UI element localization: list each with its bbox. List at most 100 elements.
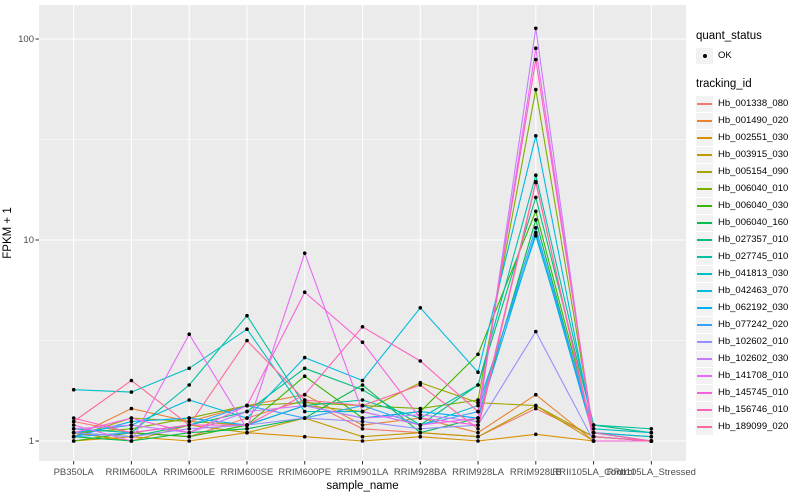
point-icon	[129, 439, 134, 443]
point-icon	[187, 439, 191, 443]
point-icon	[649, 430, 654, 435]
x-tick-label: RRIM600SE	[221, 467, 274, 478]
point-icon	[129, 406, 134, 411]
legend-item-Hb_156746_010: Hb_156746_010	[696, 401, 800, 418]
legend-item-Hb_001338_080: Hb_001338_080	[696, 95, 800, 112]
point-icon	[418, 406, 423, 411]
point-icon	[187, 383, 191, 387]
point-icon	[187, 366, 191, 371]
legend-item-label: Hb_062192_030	[718, 302, 789, 313]
point-icon	[245, 427, 249, 431]
point-icon	[476, 430, 480, 435]
legend-line-swatch	[697, 357, 712, 360]
point-icon	[187, 423, 191, 427]
point-icon	[71, 434, 76, 439]
point-icon	[302, 434, 307, 439]
legend-item-label: Hb_041813_030	[718, 268, 789, 279]
point-icon	[187, 416, 191, 420]
legend-key-box	[696, 180, 713, 197]
legend-key-box	[696, 367, 713, 384]
legend-line-swatch	[697, 272, 712, 275]
point-icon	[476, 423, 480, 427]
legend-item-Hb_141708_010: Hb_141708_010	[696, 367, 800, 384]
legend-line-swatch	[697, 170, 712, 173]
point-icon	[71, 430, 76, 435]
legend-line-swatch	[697, 306, 712, 309]
legend-item-Hb_027357_010: Hb_027357_010	[696, 231, 800, 248]
legend-key-box	[696, 248, 713, 265]
point-icon	[360, 423, 365, 427]
point-icon	[534, 87, 538, 92]
point-icon	[476, 419, 480, 424]
point-icon	[71, 419, 76, 424]
legend-key-box	[696, 265, 713, 282]
legend-item-label: Hb_156746_010	[718, 404, 789, 415]
legend-item-label: Hb_189099_020	[718, 421, 789, 432]
point-icon	[476, 403, 480, 408]
point-icon	[418, 423, 423, 427]
point-icon	[360, 409, 365, 414]
point-icon	[302, 398, 307, 402]
point-icon	[360, 387, 365, 392]
point-icon	[476, 416, 480, 420]
legend-item-Hb_062192_030: Hb_062192_030	[696, 299, 800, 316]
legend-title-quant-status: quant_status	[696, 30, 762, 42]
legend-item-label: Hb_006040_030	[718, 200, 789, 211]
point-icon	[360, 398, 365, 402]
point-icon	[534, 233, 538, 238]
legend-key-box	[696, 418, 713, 435]
point-icon	[360, 325, 365, 329]
x-tick-label: RRIM928LA	[452, 467, 504, 478]
point-icon	[129, 419, 134, 424]
point-icon	[245, 403, 249, 408]
legend-key-box	[696, 282, 713, 299]
x-tick-label: RRIM600LE	[163, 467, 215, 478]
legend-item-label: Hb_003915_030	[718, 149, 789, 160]
legend-line-swatch	[697, 255, 712, 258]
point-icon	[534, 329, 538, 334]
point-icon	[302, 290, 307, 295]
legend-line-swatch	[697, 221, 712, 224]
legend-item-label: Hb_145745_010	[718, 387, 789, 398]
legend-item-Hb_102602_010: Hb_102602_010	[696, 333, 800, 350]
legend-key-box	[696, 129, 713, 146]
y-axis-title: FPKM + 1	[2, 207, 14, 259]
point-icon	[71, 423, 76, 427]
legend-line-swatch	[697, 238, 712, 241]
legend-key-box	[696, 112, 713, 129]
point-icon	[360, 340, 365, 345]
point-icon	[360, 416, 365, 420]
point-icon	[129, 390, 134, 394]
legend-line-swatch	[697, 102, 712, 105]
point-icon	[360, 427, 365, 431]
point-icon	[302, 251, 307, 255]
point-icon	[476, 427, 480, 431]
point-icon	[187, 427, 191, 431]
point-icon	[534, 46, 538, 50]
x-tick-label: RRII105LA_Control	[552, 467, 634, 478]
point-icon	[591, 423, 596, 427]
legend-item-label: Hb_027745_010	[718, 251, 789, 262]
legend-item-label: Hb_077242_020	[718, 319, 789, 330]
point-icon	[476, 409, 480, 414]
point-icon	[534, 218, 538, 222]
point-icon	[534, 226, 538, 230]
x-tick-label: RRIM928LB	[510, 467, 562, 478]
legend-series-list: Hb_001338_080 Hb_001490_020 Hb_002551_030 H…	[696, 95, 800, 435]
point-icon	[534, 26, 538, 31]
legend-line-swatch	[697, 136, 712, 139]
point-icon	[534, 230, 538, 235]
point-icon	[476, 434, 480, 439]
x-tick-label: RRIM901LA	[337, 467, 389, 478]
point-icon	[476, 400, 480, 405]
legend-panel: quant_status OK tracking_id Hb_001338_08…	[696, 30, 800, 435]
legend-item-label: Hb_102602_010	[718, 336, 789, 347]
point-icon	[360, 419, 365, 424]
point-icon	[476, 352, 480, 357]
legend-key-box	[696, 146, 713, 163]
point-icon	[476, 439, 480, 443]
legend-item-Hb_006040_160: Hb_006040_160	[696, 214, 800, 231]
point-icon	[591, 439, 596, 443]
x-tick-label: RRIM600LA	[106, 467, 158, 478]
point-icon	[245, 423, 249, 427]
